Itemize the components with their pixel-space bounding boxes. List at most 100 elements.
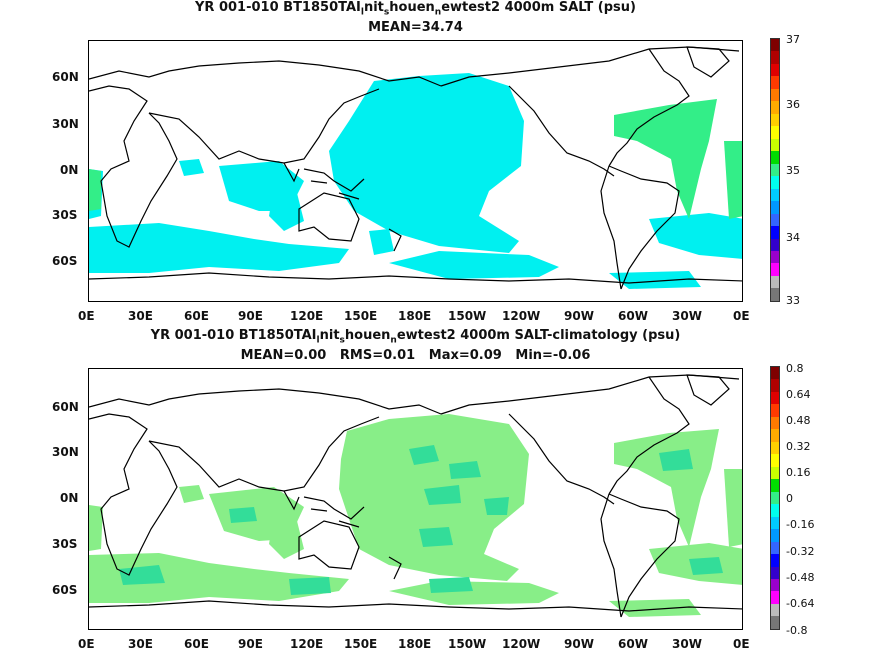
panel1-xtick: 120E xyxy=(290,309,324,323)
colorbar-swatch xyxy=(771,176,779,189)
colorbar-swatch xyxy=(771,516,779,530)
colorbar-swatch xyxy=(771,379,779,392)
panel2-xtick: 150E xyxy=(344,637,378,651)
colorbar-swatch xyxy=(771,603,779,617)
panel1-coastlines xyxy=(89,46,742,290)
panel2-map-canvas xyxy=(89,374,742,618)
colorbar-swatch xyxy=(771,275,779,289)
colorbar-swatch xyxy=(771,554,779,567)
panel1-xtick: 0E xyxy=(733,309,750,323)
colorbar-swatch xyxy=(771,76,779,89)
panel2-cb-label: 0.8 xyxy=(786,362,804,375)
colorbar-swatch xyxy=(771,126,779,139)
colorbar-swatch xyxy=(771,51,779,64)
panel1-cb-label: 34 xyxy=(786,231,800,244)
panel2-cb-label: 0.48 xyxy=(786,414,811,427)
panel2-coastlines xyxy=(89,374,742,618)
colorbar-swatch xyxy=(771,578,779,592)
panel1-xtick: 30E xyxy=(128,309,153,323)
panel2-xtick: 90E xyxy=(238,637,263,651)
panel2-cb-label: 0 xyxy=(786,492,793,505)
panel1-ytick-30n: 30N xyxy=(52,117,79,131)
panel2-xtick: 120W xyxy=(502,637,541,651)
panel2-xtick: 30W xyxy=(672,637,702,651)
panel2-cb-label: -0.8 xyxy=(786,624,808,637)
panel2-ytick-60s: 60S xyxy=(52,583,78,597)
panel1-xtick: 0E xyxy=(78,309,95,323)
panel1-xtick: 150E xyxy=(344,309,378,323)
panel1-xtick: 90E xyxy=(238,309,263,323)
panel2-ytick-0n: 0N xyxy=(60,491,79,505)
colorbar-swatch xyxy=(771,263,779,276)
panel1-cb-label: 35 xyxy=(786,164,800,177)
colorbar-swatch xyxy=(771,213,779,227)
panel2-xtick: 0E xyxy=(78,637,95,651)
panel1-xtick: 120W xyxy=(502,309,541,323)
panel2-xtick: 120E xyxy=(290,637,324,651)
colorbar-swatch xyxy=(771,404,779,417)
panel1-ytick-60s: 60S xyxy=(52,254,78,268)
panel1-xtick: 30W xyxy=(672,309,702,323)
panel2-map xyxy=(88,368,743,630)
panel1-xtick: 180E xyxy=(398,309,432,323)
colorbar-swatch xyxy=(771,491,779,505)
panel2-xtick: 60E xyxy=(184,637,209,651)
colorbar-swatch xyxy=(771,288,779,301)
panel2-xtick: 30E xyxy=(128,637,153,651)
panel2-ytick-30n: 30N xyxy=(52,445,79,459)
colorbar-swatch xyxy=(771,250,779,264)
panel1-stats: MEAN=34.74 xyxy=(368,20,463,35)
colorbar-swatch xyxy=(771,529,779,542)
colorbar-swatch xyxy=(771,367,779,380)
panel2-cb-label: -0.16 xyxy=(786,518,815,531)
panel1-ytick-60n: 60N xyxy=(52,70,79,84)
colorbar-swatch xyxy=(771,591,779,604)
colorbar-swatch xyxy=(771,441,779,455)
colorbar-swatch xyxy=(771,479,779,492)
panel2-xtick: 180E xyxy=(398,637,432,651)
colorbar-swatch xyxy=(771,63,779,77)
panel2-xtick: 60W xyxy=(618,637,648,651)
colorbar-swatch xyxy=(771,238,779,251)
panel1-ytick-0n: 0N xyxy=(60,163,79,177)
colorbar-swatch xyxy=(771,226,779,239)
colorbar-swatch xyxy=(771,163,779,177)
panel1-cb-label: 36 xyxy=(786,98,800,111)
panel1-title: YR 001-010 BT1850TAIlnitshouennewtest2 4… xyxy=(195,0,636,18)
colorbar-swatch xyxy=(771,454,779,467)
panel1-map-canvas xyxy=(89,46,742,290)
panel2-ytick-60n: 60N xyxy=(52,400,79,414)
panel1-xtick: 60W xyxy=(618,309,648,323)
colorbar-swatch xyxy=(771,151,779,164)
panel2-cb-label: 0.64 xyxy=(786,388,811,401)
panel1-xtick: 90W xyxy=(564,309,594,323)
colorbar-swatch xyxy=(771,466,779,480)
colorbar-swatch xyxy=(771,201,779,214)
panel1-colorbar xyxy=(770,38,780,302)
colorbar-swatch xyxy=(771,541,779,555)
panel2-anomaly-fill xyxy=(89,414,742,617)
colorbar-swatch xyxy=(771,566,779,579)
colorbar-swatch xyxy=(771,39,779,52)
panel1-xtick: 60E xyxy=(184,309,209,323)
colorbar-swatch xyxy=(771,429,779,442)
panel2-cb-label: 0.32 xyxy=(786,440,811,453)
panel1-high-salinity-patches xyxy=(89,99,742,219)
panel2-ytick-30s: 30S xyxy=(52,537,78,551)
colorbar-swatch xyxy=(771,391,779,405)
panel2-xtick: 150W xyxy=(448,637,487,651)
panel2-colorbar xyxy=(770,366,780,630)
panel1-map xyxy=(88,40,743,302)
panel2-xtick: 0E xyxy=(733,637,750,651)
panel1-ytick-30s: 30S xyxy=(52,208,78,222)
panel1-xtick: 150W xyxy=(448,309,487,323)
panel2-cb-label: -0.32 xyxy=(786,545,815,558)
panel2-stats: MEAN=0.00 RMS=0.01 Max=0.09 Min=-0.06 xyxy=(240,348,591,363)
panel2-anomaly-patches xyxy=(119,445,723,595)
colorbar-swatch xyxy=(771,504,779,517)
colorbar-swatch xyxy=(771,188,779,202)
panel1-cb-label: 37 xyxy=(786,33,800,46)
panel2-cb-label: 0.16 xyxy=(786,466,811,479)
colorbar-swatch xyxy=(771,616,779,629)
colorbar-swatch xyxy=(771,101,779,114)
